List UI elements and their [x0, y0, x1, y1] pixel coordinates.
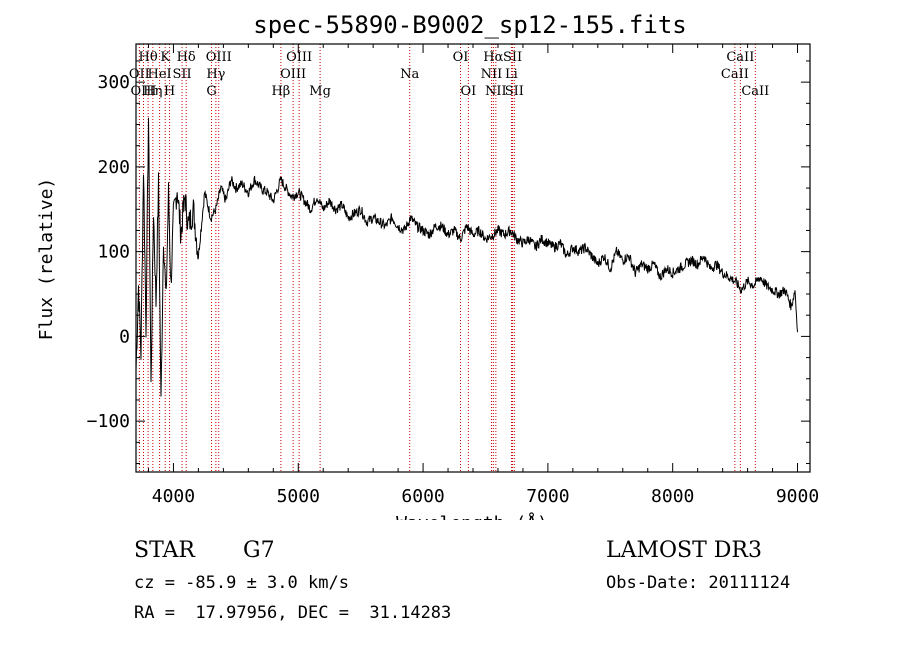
spectrum-series-line [135, 117, 798, 397]
line-label: Hα [483, 50, 503, 65]
line-label: SII [503, 50, 522, 65]
line-label: NII [485, 84, 507, 99]
x-tick-label: 8000 [651, 486, 694, 507]
line-label: OI [460, 84, 476, 99]
line-label: Li [505, 67, 518, 82]
x-tick-label: 7000 [526, 486, 569, 507]
line-label: OII [129, 67, 150, 82]
line-label: Hθ [139, 50, 158, 65]
x-tick-label: 5000 [277, 486, 320, 507]
line-label: OIII [280, 67, 306, 82]
line-label: K [160, 50, 170, 65]
x-axis-label: Wavelength (Å) [396, 512, 548, 520]
survey-name: LAMOST DR3 [606, 538, 762, 563]
y-tick-label: 300 [97, 72, 130, 93]
x-tick-label: 4000 [152, 486, 195, 507]
line-label: H [164, 84, 175, 99]
line-label: Hδ [177, 50, 196, 65]
line-label: OIII [286, 50, 312, 65]
line-label: Mg [309, 84, 331, 99]
y-axis: −100 0 100 200 300 [87, 60, 810, 465]
y-tick-label: 0 [119, 326, 130, 347]
line-label: CaII [741, 84, 769, 99]
spectrum-chart: spec-55890-B9002_sp12-155.fits 4000 5000 6… [36, 11, 819, 520]
object-class: STAR [134, 538, 195, 563]
line-label: G [206, 84, 216, 99]
line-label: SII [505, 84, 524, 99]
line-label: Na [400, 67, 419, 82]
chart-title: spec-55890-B9002_sp12-155.fits [253, 11, 686, 39]
line-label: CaII [721, 67, 749, 82]
line-markers [138, 44, 756, 472]
x-axis: 4000 5000 6000 7000 8000 9000 [147, 44, 819, 507]
line-label: OIII [206, 50, 232, 65]
x-tick-label: 6000 [401, 486, 444, 507]
coordinates: RA = 17.97956, DEC = 31.14283 [134, 603, 452, 623]
obs-date: Obs-Date: 20111124 [606, 573, 791, 593]
line-label: SII [172, 67, 191, 82]
line-label: HeI [148, 67, 172, 82]
line-label: OI [453, 50, 469, 65]
plot-frame [135, 43, 811, 473]
y-tick-label: 200 [97, 157, 130, 178]
y-axis-label: Flux (relative) [36, 178, 57, 341]
y-tick-label: 100 [97, 242, 130, 263]
redshift-cz: cz = -85.9 ± 3.0 km/s [134, 573, 349, 593]
series-group [135, 117, 798, 397]
line-label: OIII [130, 84, 156, 99]
y-tick-label: −100 [87, 411, 130, 432]
line-label: CaII [726, 50, 754, 65]
x-tick-label: 9000 [776, 486, 819, 507]
line-label: Hγ [206, 67, 225, 82]
line-label: Hβ [271, 84, 290, 99]
line-label: Hη [143, 84, 162, 99]
object-subclass: G7 [243, 538, 275, 563]
line-label: NII [481, 67, 503, 82]
